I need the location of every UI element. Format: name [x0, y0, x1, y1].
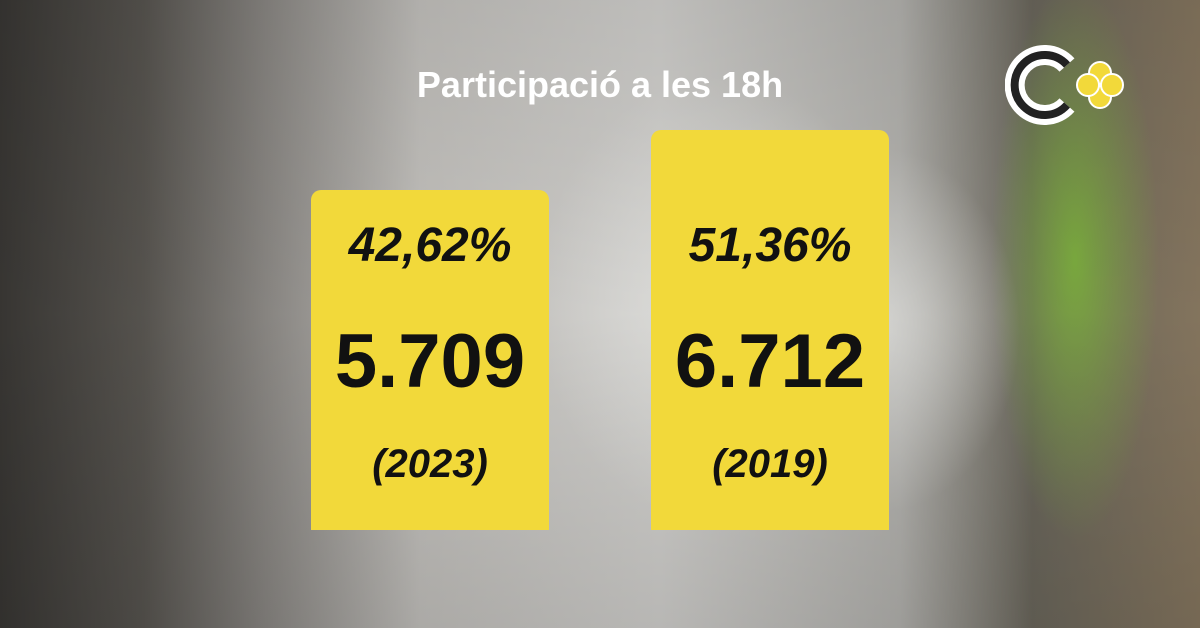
year: (2019) [712, 442, 828, 486]
percentage: 42,62% [348, 219, 512, 272]
card: 51,36% 6.712 (2019) [651, 130, 889, 530]
year: (2023) [372, 442, 488, 486]
count: 5.709 [334, 319, 526, 404]
title: Participació a les 18h [416, 64, 784, 105]
count: 6.712 [674, 319, 866, 404]
card: 42,62% 5.709 (2023) [311, 190, 549, 530]
percentage: 51,36% [688, 219, 852, 272]
logo [1005, 45, 1124, 125]
